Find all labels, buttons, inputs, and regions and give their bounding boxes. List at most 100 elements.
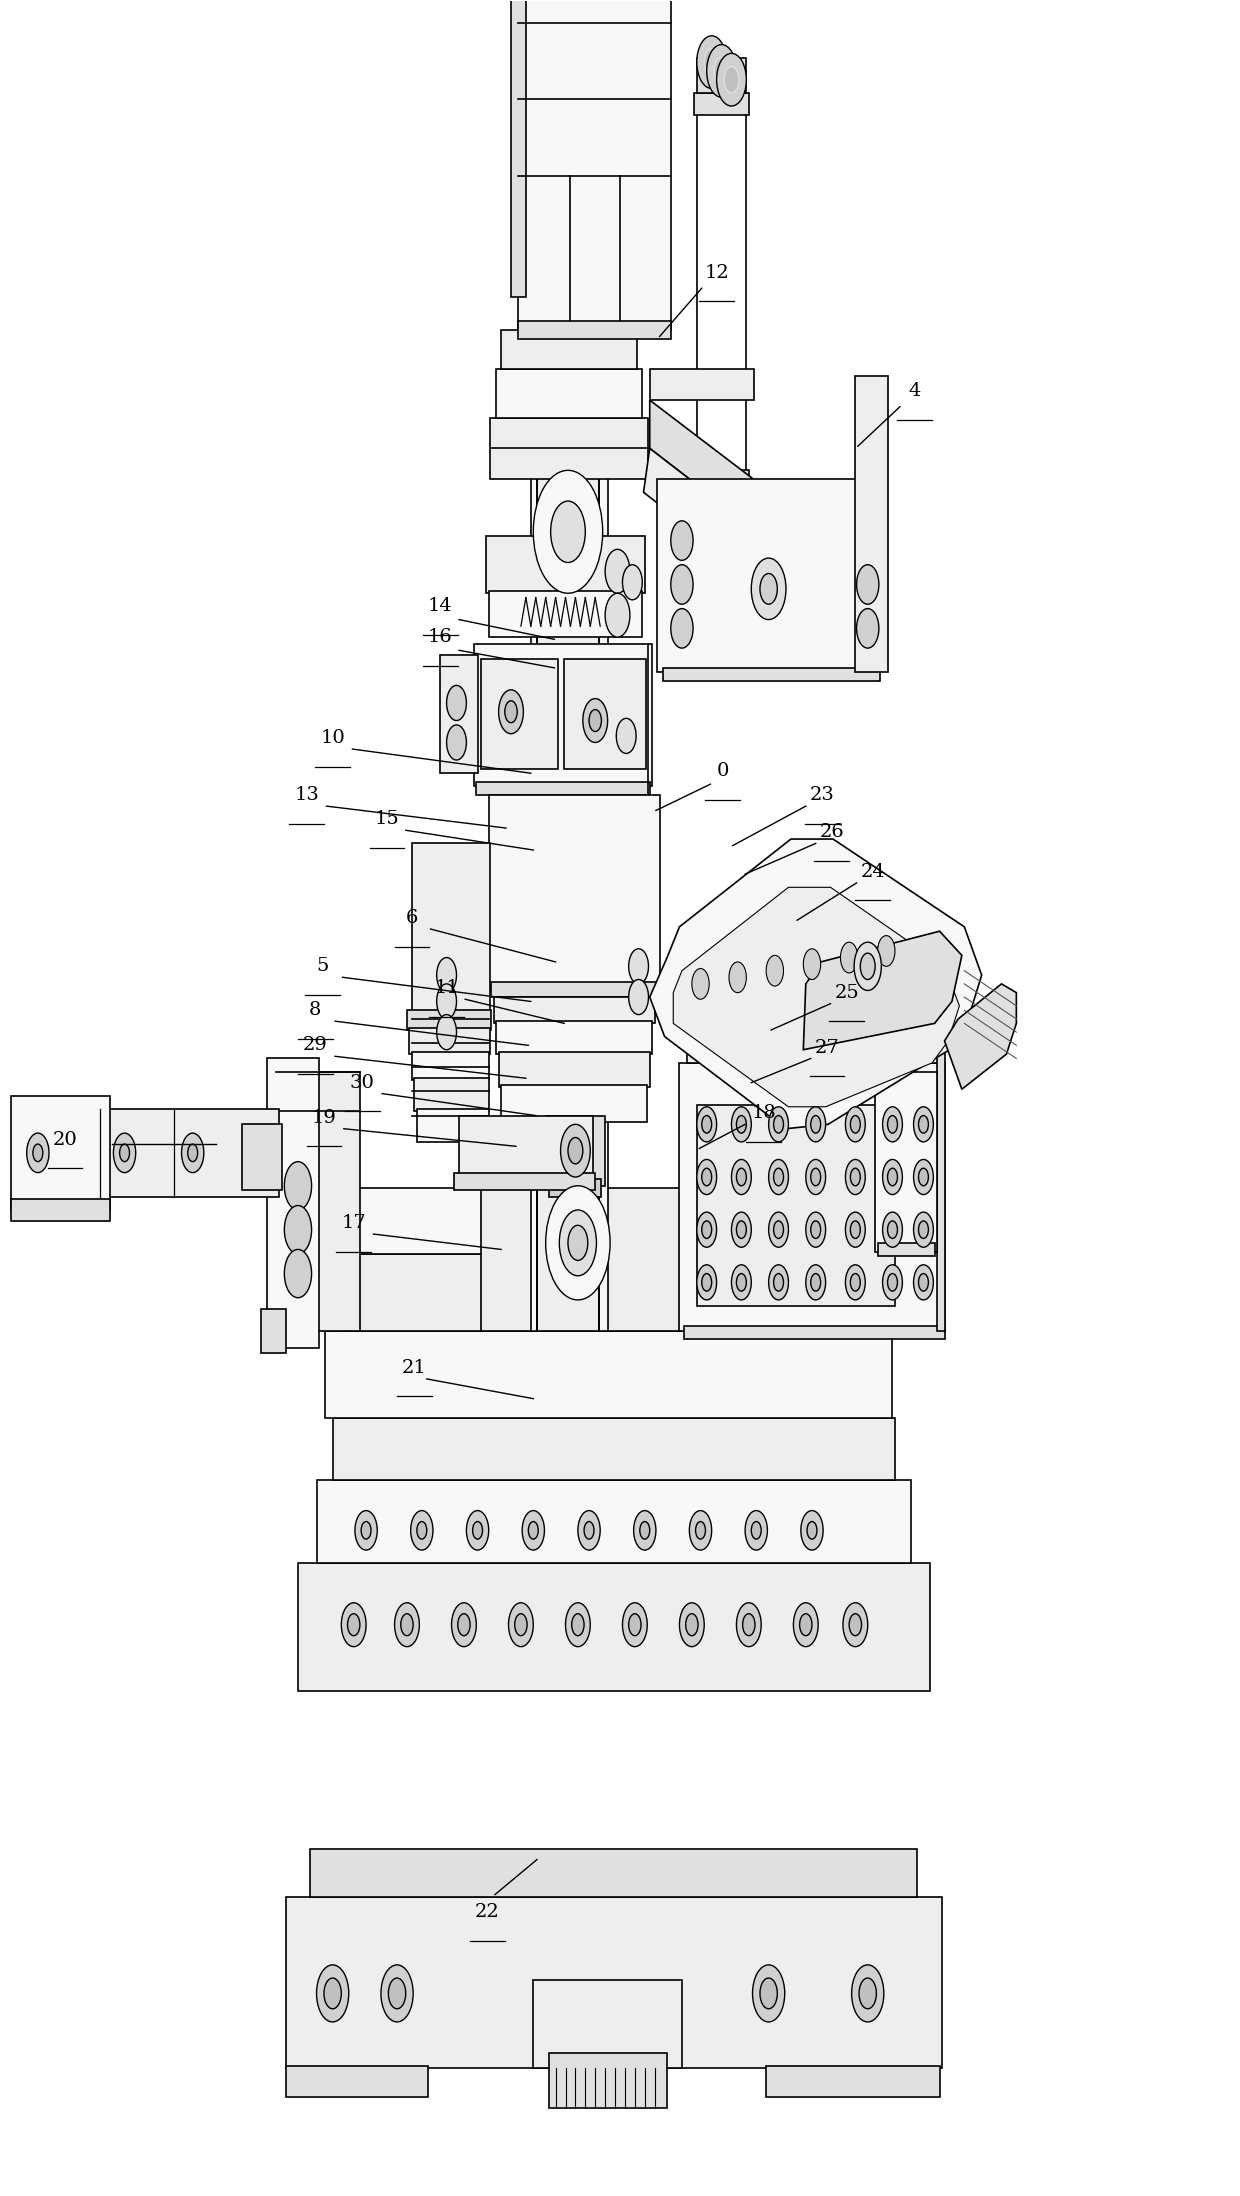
Circle shape	[919, 1221, 929, 1239]
Circle shape	[589, 709, 601, 731]
Bar	[440, 654, 477, 773]
Bar	[496, 1021, 652, 1054]
Bar	[481, 659, 558, 769]
Circle shape	[622, 1603, 647, 1647]
Text: 6: 6	[405, 909, 418, 927]
Circle shape	[804, 949, 821, 979]
Circle shape	[732, 1107, 751, 1142]
Circle shape	[851, 1116, 861, 1133]
Circle shape	[634, 1511, 656, 1550]
Circle shape	[769, 1107, 789, 1142]
Bar	[663, 668, 880, 681]
Circle shape	[622, 564, 642, 600]
Bar	[412, 843, 490, 1019]
Bar	[481, 1188, 729, 1331]
Circle shape	[774, 1116, 784, 1133]
Circle shape	[811, 1221, 821, 1239]
Circle shape	[551, 501, 585, 562]
Bar	[275, 1072, 360, 1331]
Circle shape	[671, 520, 693, 560]
Bar	[694, 92, 749, 114]
Circle shape	[846, 1107, 866, 1142]
Bar	[489, 591, 642, 637]
Circle shape	[568, 1138, 583, 1164]
Circle shape	[846, 1265, 866, 1300]
Circle shape	[436, 1015, 456, 1050]
Circle shape	[446, 725, 466, 760]
Circle shape	[546, 1186, 610, 1300]
Bar	[498, 1052, 650, 1087]
Circle shape	[119, 1144, 129, 1162]
Text: 13: 13	[294, 786, 319, 804]
Circle shape	[769, 1159, 789, 1195]
Circle shape	[717, 53, 746, 105]
Circle shape	[806, 1159, 826, 1195]
Circle shape	[629, 949, 649, 984]
Circle shape	[743, 1614, 755, 1636]
Circle shape	[888, 1168, 898, 1186]
Text: 16: 16	[428, 628, 453, 646]
Circle shape	[919, 1168, 929, 1186]
Circle shape	[187, 1144, 197, 1162]
Circle shape	[436, 957, 456, 993]
Circle shape	[361, 1522, 371, 1539]
Bar	[417, 1109, 489, 1142]
Circle shape	[724, 66, 739, 92]
Circle shape	[446, 685, 466, 720]
Bar	[518, 321, 671, 338]
Circle shape	[324, 1979, 341, 2009]
Circle shape	[347, 1614, 360, 1636]
Bar	[332, 1419, 895, 1480]
Circle shape	[851, 1221, 861, 1239]
Circle shape	[774, 1221, 784, 1239]
Bar	[522, 323, 668, 334]
Text: 29: 29	[303, 1037, 327, 1054]
Circle shape	[522, 1511, 544, 1550]
Text: 14: 14	[428, 597, 453, 615]
Circle shape	[852, 1965, 884, 2023]
Circle shape	[841, 942, 858, 973]
Circle shape	[697, 35, 727, 88]
Bar	[657, 479, 880, 672]
Circle shape	[417, 1522, 427, 1539]
Polygon shape	[644, 448, 880, 672]
Circle shape	[560, 1124, 590, 1177]
Polygon shape	[673, 887, 960, 1107]
Circle shape	[702, 1274, 712, 1291]
Circle shape	[883, 1265, 903, 1300]
Circle shape	[533, 470, 603, 593]
Text: 20: 20	[53, 1131, 77, 1149]
Polygon shape	[650, 400, 880, 626]
Circle shape	[565, 1603, 590, 1647]
Text: 25: 25	[835, 984, 859, 1001]
Bar	[531, 452, 608, 1331]
Circle shape	[883, 1212, 903, 1247]
Text: 27: 27	[815, 1039, 839, 1056]
Bar	[414, 1078, 489, 1111]
Bar	[680, 1063, 945, 1331]
Circle shape	[794, 1603, 818, 1647]
Circle shape	[737, 1116, 746, 1133]
Circle shape	[806, 1107, 826, 1142]
Bar	[501, 329, 637, 369]
Bar	[412, 1052, 489, 1080]
Circle shape	[883, 1159, 903, 1195]
Circle shape	[458, 1614, 470, 1636]
Circle shape	[568, 1225, 588, 1261]
Bar	[537, 452, 599, 1331]
Circle shape	[702, 1168, 712, 1186]
Circle shape	[806, 1212, 826, 1247]
Bar	[486, 536, 645, 593]
Circle shape	[914, 1159, 934, 1195]
Circle shape	[707, 44, 737, 97]
Circle shape	[284, 1162, 311, 1210]
Circle shape	[466, 1511, 489, 1550]
Bar	[476, 782, 650, 795]
Circle shape	[919, 1116, 929, 1133]
Bar	[298, 1564, 930, 1691]
Circle shape	[811, 1116, 821, 1133]
Text: 11: 11	[434, 979, 459, 997]
Circle shape	[697, 1159, 717, 1195]
Circle shape	[629, 979, 649, 1015]
Circle shape	[737, 1221, 746, 1239]
